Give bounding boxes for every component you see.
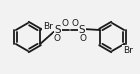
Text: O: O [53, 34, 60, 42]
Text: S: S [79, 25, 85, 35]
Text: O: O [80, 34, 87, 42]
Text: S: S [55, 25, 61, 35]
Text: O: O [72, 18, 79, 28]
Text: Br: Br [43, 22, 53, 30]
Text: O: O [61, 18, 68, 28]
Text: Br: Br [123, 46, 133, 54]
